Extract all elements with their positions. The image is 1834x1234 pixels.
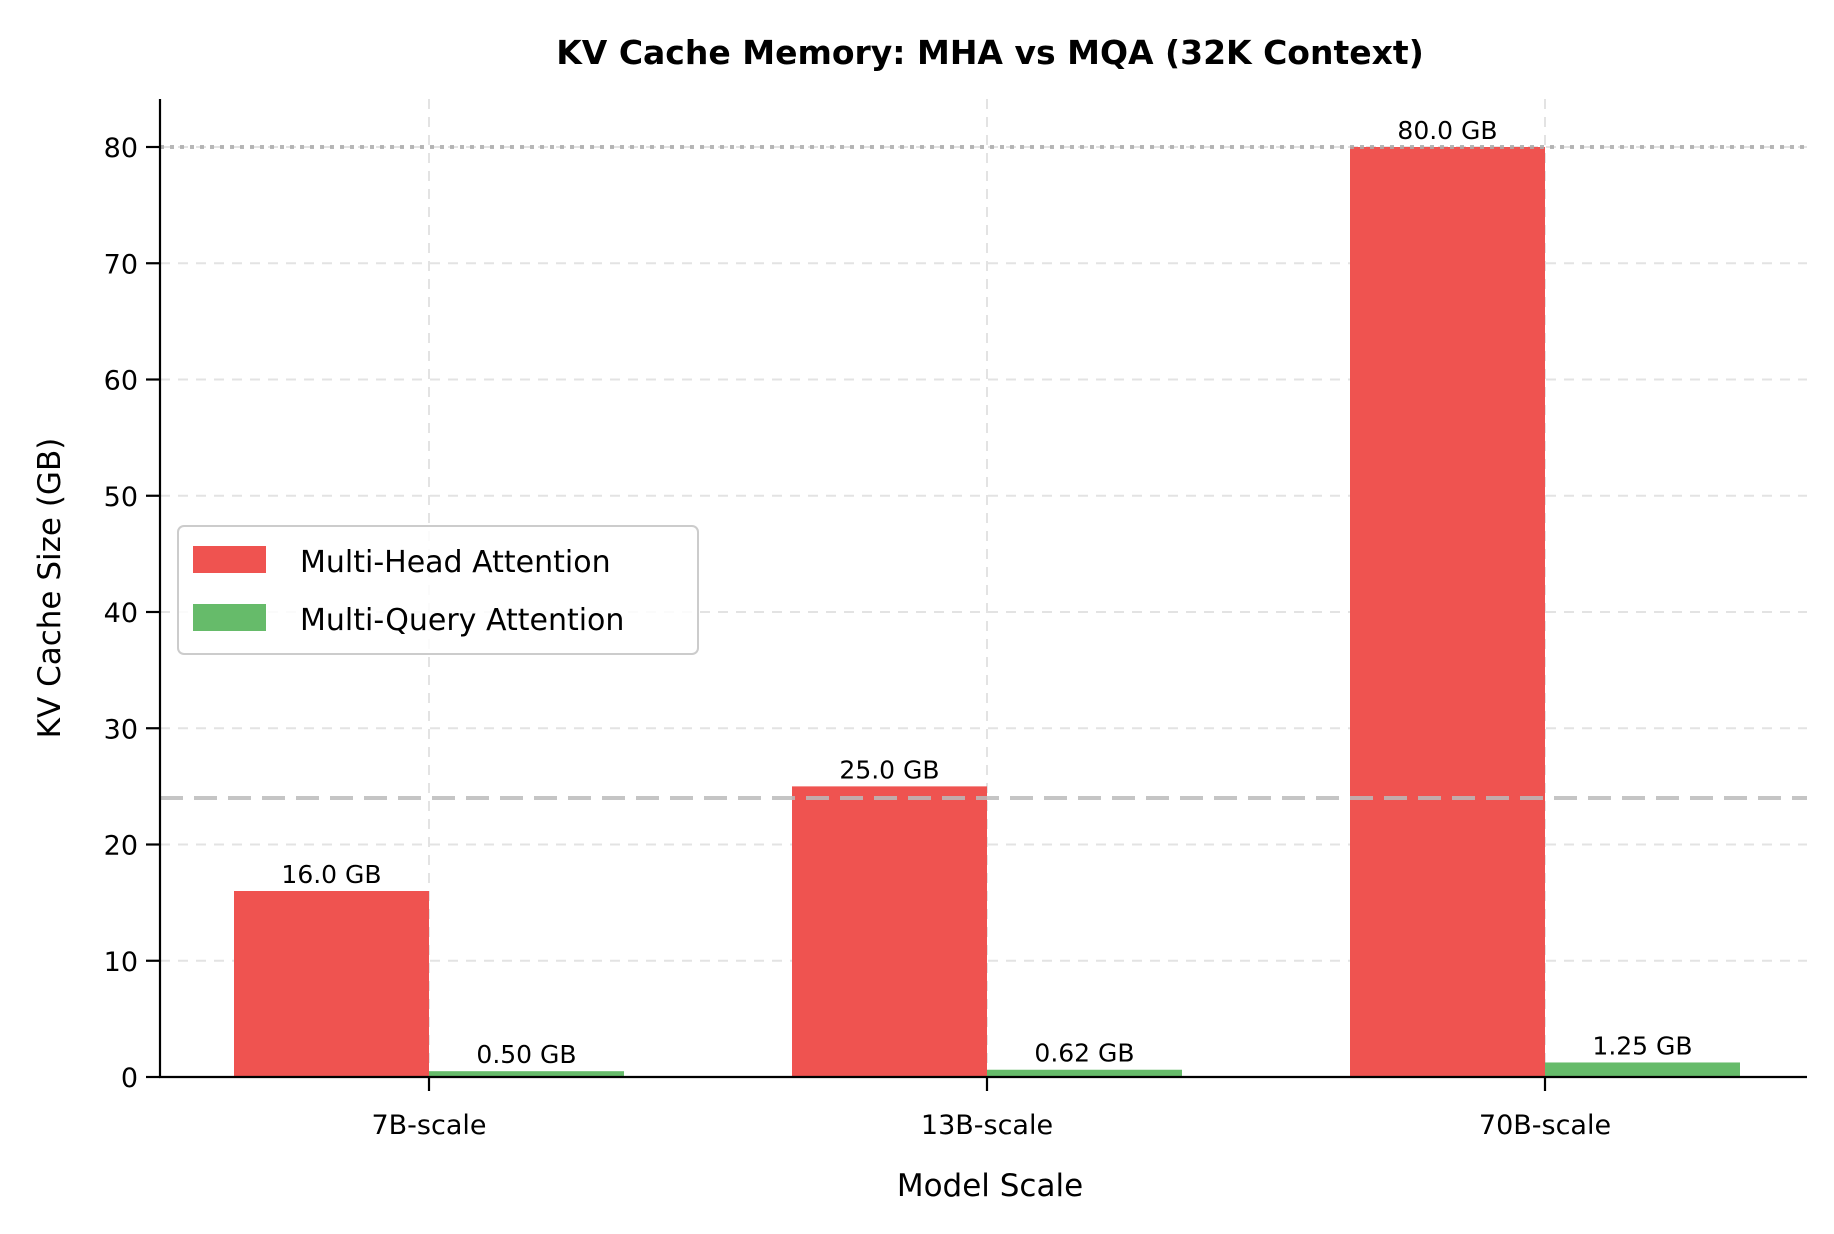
x-axis-label: Model Scale bbox=[897, 1168, 1083, 1204]
y-tick-label: 30 bbox=[104, 714, 138, 745]
legend-swatch-mha bbox=[193, 546, 266, 573]
bar-value-labels: 16.0 GB 25.0 GB 80.0 GB 0.50 GB 0.62 GB 1.25 … bbox=[281, 116, 1692, 1069]
y-tick-label: 40 bbox=[104, 598, 138, 629]
y-tick-label: 0 bbox=[121, 1063, 138, 1094]
bar-mha bbox=[792, 786, 987, 1077]
bar-value-label: 0.50 GB bbox=[476, 1040, 576, 1069]
bar-mqa bbox=[987, 1069, 1182, 1077]
legend-label-mha: Multi-Head Attention bbox=[300, 545, 611, 580]
x-tick-label: 13B-scale bbox=[921, 1110, 1053, 1141]
bar-value-label: 25.0 GB bbox=[839, 755, 939, 784]
bar-value-label: 1.25 GB bbox=[1592, 1031, 1692, 1060]
bar-mha bbox=[1350, 147, 1545, 1077]
x-tick-label: 7B-scale bbox=[371, 1110, 486, 1141]
bar-value-label: 80.0 GB bbox=[1397, 116, 1497, 145]
y-tick-label: 60 bbox=[104, 366, 138, 397]
x-axis-ticks: 7B-scale 13B-scale 70B-scale bbox=[371, 1077, 1611, 1141]
y-axis-ticks: 0 10 20 30 40 50 60 70 80 bbox=[104, 133, 160, 1094]
bar-value-label: 16.0 GB bbox=[281, 860, 381, 889]
legend-box bbox=[177, 525, 699, 655]
chart-title: KV Cache Memory: MHA vs MQA (32K Context… bbox=[556, 33, 1424, 72]
bar-value-label: 0.62 GB bbox=[1034, 1039, 1134, 1068]
legend-label-mqa: Multi-Query Attention bbox=[300, 603, 624, 638]
y-axis-label: KV Cache Size (GB) bbox=[32, 438, 68, 739]
x-tick-label: 70B-scale bbox=[1479, 1110, 1611, 1141]
y-tick-label: 10 bbox=[104, 947, 138, 978]
y-tick-label: 70 bbox=[104, 249, 138, 280]
y-tick-label: 20 bbox=[104, 831, 138, 862]
bar-mha bbox=[234, 891, 429, 1077]
reference-lines bbox=[160, 145, 1807, 800]
bar-mqa bbox=[1545, 1062, 1740, 1077]
bars bbox=[234, 147, 1740, 1077]
bar-mqa bbox=[429, 1071, 624, 1077]
legend: Multi-Head Attention Multi-Query Attenti… bbox=[177, 525, 699, 655]
y-tick-label: 80 bbox=[104, 133, 138, 164]
y-tick-label: 50 bbox=[104, 482, 138, 513]
legend-swatch-mqa bbox=[193, 604, 266, 631]
